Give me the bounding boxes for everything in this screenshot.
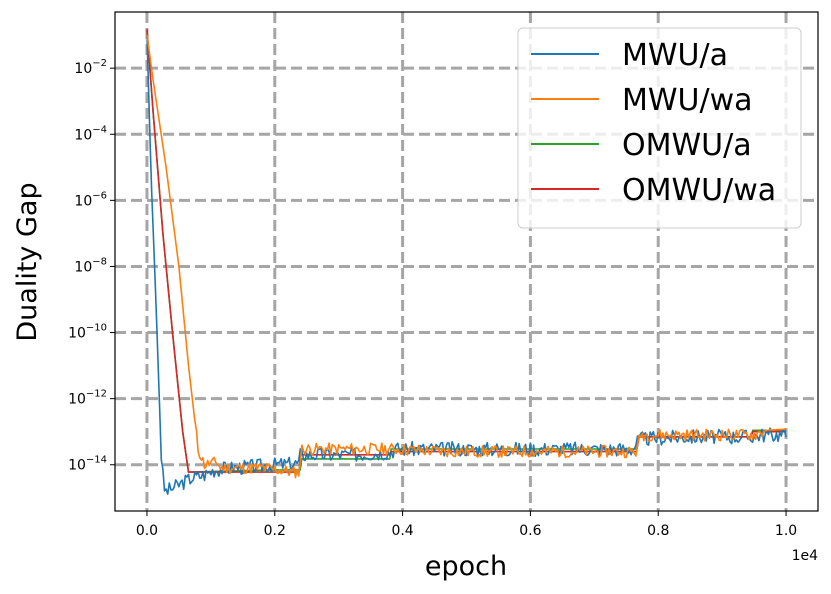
y-tick-base: 10 bbox=[74, 259, 92, 275]
legend-label: MWU/a bbox=[622, 38, 728, 73]
y-tick-exponent: −6 bbox=[92, 190, 107, 201]
y-tick-base: 10 bbox=[74, 61, 92, 77]
plot-frame bbox=[114, 11, 819, 512]
legend-label: OMWU/a bbox=[622, 128, 752, 163]
x-tick-label: 0.8 bbox=[647, 523, 669, 539]
x-axis-title: epoch bbox=[425, 551, 507, 582]
y-axis-title: Duality Gap bbox=[12, 182, 43, 341]
y-tick-exponent: −10 bbox=[86, 323, 107, 334]
y-tick-base: 10 bbox=[74, 127, 92, 143]
legend: MWU/a MWU/wa OMWU/a OMWU/wa bbox=[517, 27, 802, 229]
x-tick-label: 0.4 bbox=[391, 523, 413, 539]
y-tick-base: 10 bbox=[68, 392, 86, 408]
legend-box bbox=[517, 27, 802, 229]
y-tick-label: 10−4 bbox=[74, 124, 107, 143]
y-tick-exponent: −14 bbox=[86, 455, 107, 466]
y-tick-label: 10−2 bbox=[74, 58, 107, 77]
y-tick-exponent: −12 bbox=[86, 389, 107, 400]
x-offset-label: 1e4 bbox=[792, 548, 819, 564]
y-tick-base: 10 bbox=[68, 326, 86, 342]
x-tick-label: 0.2 bbox=[264, 523, 286, 539]
y-tick-base: 10 bbox=[74, 193, 92, 209]
legend-label: MWU/wa bbox=[622, 83, 753, 118]
y-tick-base: 10 bbox=[68, 458, 86, 474]
x-tick-label: 1.0 bbox=[775, 523, 797, 539]
y-tick-label: 10−6 bbox=[74, 190, 107, 209]
y-tick-label: 10−12 bbox=[68, 389, 107, 408]
y-tick-label: 10−10 bbox=[68, 323, 107, 342]
series-line-mwu-wa bbox=[146, 34, 787, 479]
y-tick-exponent: −2 bbox=[92, 58, 107, 69]
series-lines bbox=[146, 29, 787, 495]
x-axis-ticks: 0.0 0.2 0.4 0.6 0.8 1.0 bbox=[136, 511, 797, 539]
legend-label: OMWU/wa bbox=[622, 173, 776, 208]
y-tick-exponent: −8 bbox=[92, 256, 107, 267]
x-tick-label: 0.0 bbox=[136, 523, 158, 539]
y-tick-exponent: −4 bbox=[92, 124, 107, 135]
x-tick-label: 0.6 bbox=[519, 523, 541, 539]
y-tick-label: 10−14 bbox=[68, 455, 107, 474]
y-tick-label: 10−8 bbox=[74, 256, 107, 275]
